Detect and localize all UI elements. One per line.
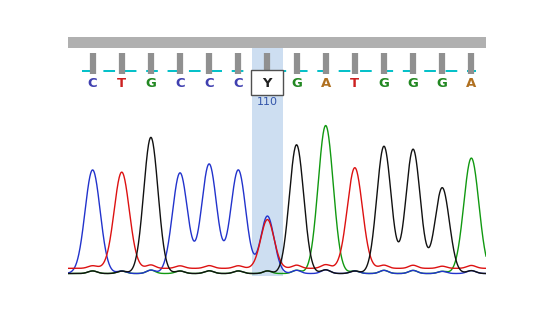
Text: G: G [291,77,302,90]
Text: C: C [175,77,185,90]
Text: G: G [408,77,418,90]
Text: G: G [437,77,448,90]
Text: T: T [350,77,360,90]
Text: G: G [145,77,156,90]
Text: 110: 110 [257,97,278,107]
Text: A: A [321,77,331,90]
Text: C: C [233,77,243,90]
FancyBboxPatch shape [252,48,282,276]
Text: T: T [117,77,126,90]
Text: C: C [88,77,97,90]
FancyBboxPatch shape [252,70,284,95]
Text: Y: Y [262,77,272,90]
Text: C: C [204,77,214,90]
Text: A: A [466,77,476,90]
FancyBboxPatch shape [68,37,486,48]
Text: G: G [379,77,389,90]
